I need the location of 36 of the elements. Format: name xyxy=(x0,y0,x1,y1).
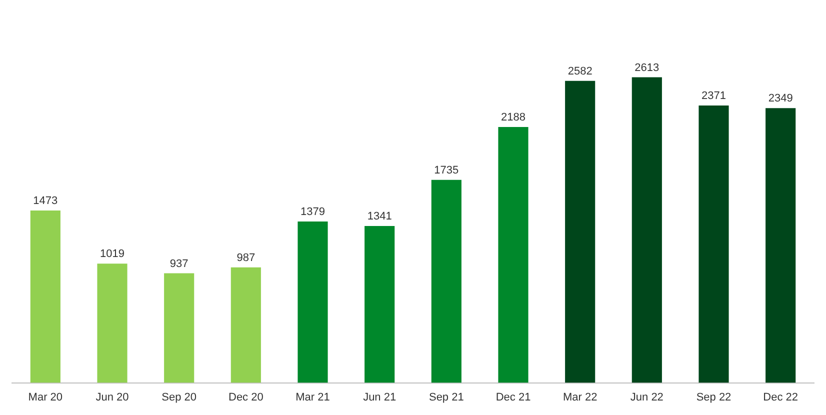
x-tick-label: Jun 22 xyxy=(630,391,664,404)
x-tick-label: Dec 20 xyxy=(228,391,264,404)
data-label: 2188 xyxy=(501,111,526,124)
x-tick-label: Mar 21 xyxy=(296,391,330,404)
data-label: 937 xyxy=(170,258,188,270)
x-tick-label: Sep 20 xyxy=(162,391,197,404)
x-tick-label: Sep 21 xyxy=(428,391,464,404)
bar xyxy=(565,80,596,383)
x-tick-label: Mar 22 xyxy=(562,391,598,404)
bar xyxy=(698,106,729,383)
data-label: 1379 xyxy=(300,206,325,218)
x-tick-label: Jun 21 xyxy=(363,391,396,404)
x-tick-label: Dec 21 xyxy=(496,391,531,404)
bar xyxy=(230,267,261,383)
data-label: 2349 xyxy=(768,92,793,105)
data-label: 2582 xyxy=(568,65,592,78)
x-tick-label: Jun 20 xyxy=(96,391,129,404)
data-label: 1341 xyxy=(367,210,392,223)
data-label: 1473 xyxy=(33,195,58,208)
data-label: 987 xyxy=(236,252,256,264)
bar xyxy=(298,222,328,383)
data-label: 1019 xyxy=(100,248,124,260)
data-label: 1735 xyxy=(434,164,459,176)
data-label: 2371 xyxy=(702,90,726,102)
x-tick-label: Dec 22 xyxy=(763,391,798,404)
bar xyxy=(364,226,395,383)
bar xyxy=(766,108,796,383)
bar xyxy=(97,264,128,383)
bar xyxy=(632,77,662,383)
bar xyxy=(498,126,528,383)
bar xyxy=(164,273,194,383)
bar xyxy=(431,180,462,383)
data-label: 2613 xyxy=(634,62,660,74)
bar xyxy=(30,210,60,383)
x-tick-label: Mar 20 xyxy=(28,391,63,404)
x-tick-label: Sep 22 xyxy=(696,391,732,404)
